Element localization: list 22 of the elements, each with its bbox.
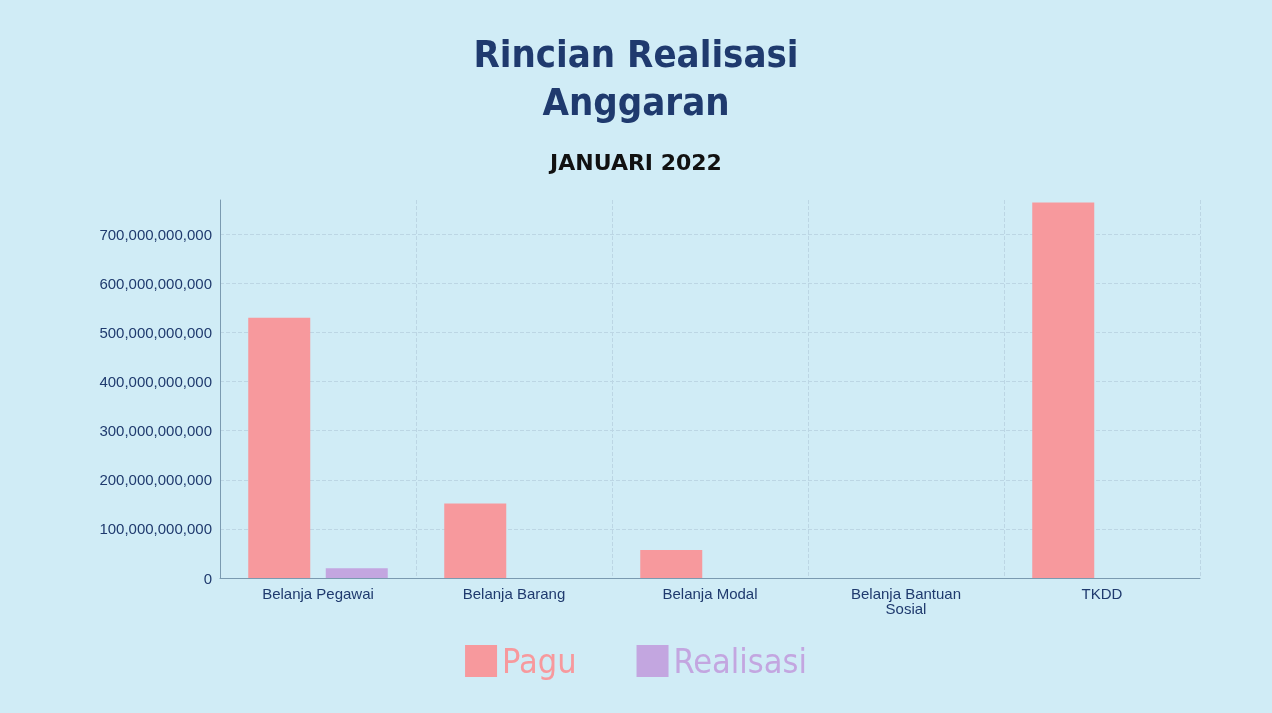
y-tick-label: 100,000,000,000 bbox=[99, 520, 212, 538]
bar bbox=[640, 550, 703, 578]
x-tick-label: Belanja Modal bbox=[662, 585, 758, 602]
y-tick-label: 700,000,000,000 bbox=[99, 225, 212, 243]
y-tick-label: 600,000,000,000 bbox=[99, 274, 212, 292]
bar bbox=[1032, 202, 1095, 578]
x-tick-label: Belanja Pegawai bbox=[262, 585, 374, 602]
bar bbox=[444, 503, 507, 578]
legend-label: Pagu bbox=[502, 641, 577, 681]
bar bbox=[248, 317, 311, 578]
x-tick-label: Belanja Bantuan Sosial bbox=[850, 585, 962, 617]
x-tick-label: Belanja Barang bbox=[462, 585, 566, 602]
y-tick-label: 300,000,000,000 bbox=[99, 422, 212, 440]
y-tick-label: 500,000,000,000 bbox=[99, 324, 212, 342]
chart-subtitle: JANUARI 2022 bbox=[548, 149, 722, 175]
y-tick-label: 200,000,000,000 bbox=[99, 471, 212, 489]
bar bbox=[325, 568, 388, 578]
x-tick-label: TKDD bbox=[1081, 585, 1123, 602]
y-tick-label: 400,000,000,000 bbox=[99, 373, 212, 391]
chart-title: Rincian Realisasi Anggaran bbox=[473, 32, 799, 124]
y-tick-label: 0 bbox=[203, 569, 212, 587]
legend-label: Realisasi bbox=[673, 641, 807, 681]
